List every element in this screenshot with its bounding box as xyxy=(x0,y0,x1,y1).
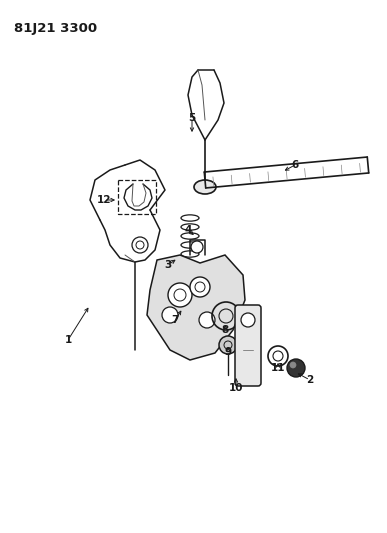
Circle shape xyxy=(219,336,237,354)
Circle shape xyxy=(290,362,296,368)
FancyBboxPatch shape xyxy=(235,305,261,386)
Circle shape xyxy=(190,277,210,297)
Text: 5: 5 xyxy=(188,113,195,123)
Circle shape xyxy=(241,313,255,327)
Text: 9: 9 xyxy=(224,347,231,357)
Bar xyxy=(118,180,156,214)
Circle shape xyxy=(199,312,215,328)
Text: 1: 1 xyxy=(64,335,72,345)
Text: 3: 3 xyxy=(164,260,171,270)
Circle shape xyxy=(287,359,305,377)
Text: 8: 8 xyxy=(221,325,229,335)
Ellipse shape xyxy=(194,180,216,194)
Text: 10: 10 xyxy=(229,383,243,393)
Circle shape xyxy=(162,307,178,323)
Circle shape xyxy=(191,241,203,253)
Polygon shape xyxy=(147,255,245,360)
Text: 11: 11 xyxy=(271,363,285,373)
Text: 2: 2 xyxy=(307,375,313,385)
Text: 4: 4 xyxy=(184,225,192,235)
Text: 7: 7 xyxy=(171,315,179,325)
Text: 12: 12 xyxy=(97,195,111,205)
Text: 81J21 3300: 81J21 3300 xyxy=(14,22,97,35)
Circle shape xyxy=(168,283,192,307)
Text: 6: 6 xyxy=(291,160,299,170)
